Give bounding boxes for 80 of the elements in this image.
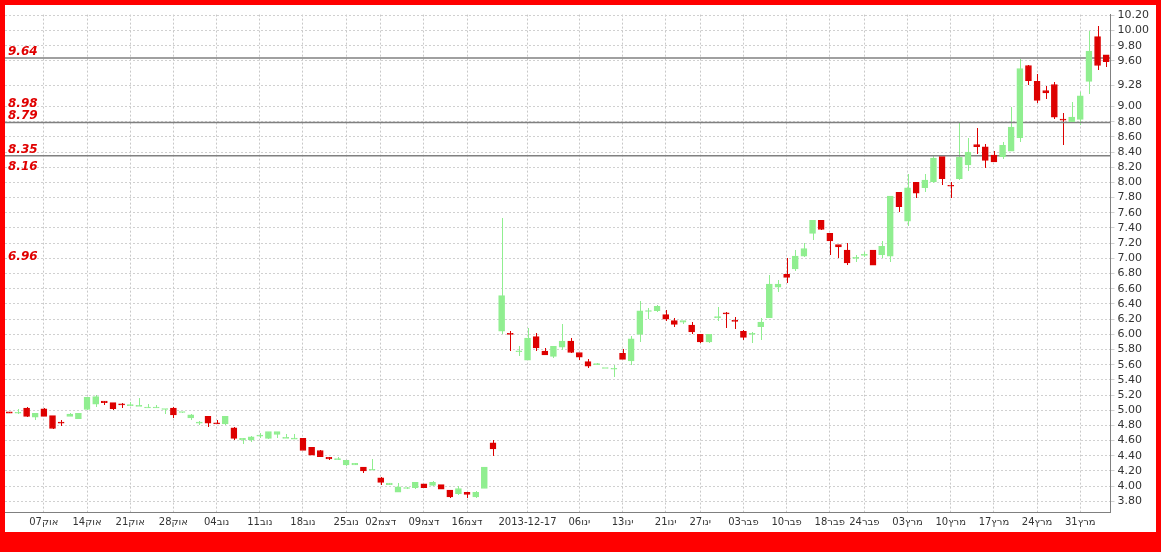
x-tick-label: 25נוב <box>333 515 359 527</box>
y-tick-label: 9.28 <box>1117 78 1143 92</box>
y-tick-label: 9.60 <box>1117 53 1143 67</box>
y-tick-label: 7.20 <box>1117 236 1143 250</box>
x-tick-label: 02דצמ <box>365 515 397 527</box>
y-tick-label: 4.00 <box>1117 479 1143 493</box>
y-tick-label: 8.60 <box>1117 129 1143 143</box>
x-tick-label: 27ינו <box>689 515 712 527</box>
annotation: 6.96 <box>8 248 38 263</box>
x-tick-label: 06ינו <box>568 515 591 527</box>
y-tick-label: 6.60 <box>1117 281 1143 295</box>
annotation: 8.16 <box>8 158 38 173</box>
y-tick-label: 8.00 <box>1117 175 1143 189</box>
y-tick-label: 8.20 <box>1117 160 1143 174</box>
candlestick <box>783 257 790 284</box>
candlestick <box>981 143 989 169</box>
x-tick-label: 24מרץ <box>1021 515 1053 527</box>
y-tick-label: 5.60 <box>1117 357 1143 371</box>
y-tick-label: 6.80 <box>1117 266 1143 280</box>
y-tick-label: 5.20 <box>1117 387 1143 401</box>
y-tick-label: 10.00 <box>1117 23 1150 37</box>
y-tick-label: 4.20 <box>1117 463 1143 477</box>
x-tick-label: 07אוק <box>29 515 59 527</box>
candlestick <box>956 122 963 181</box>
candlestick <box>930 155 937 184</box>
candlestick <box>636 300 644 343</box>
y-tick-label: 5.00 <box>1117 403 1143 417</box>
candlestick <box>558 323 566 351</box>
y-tick-label: 8.80 <box>1117 114 1143 128</box>
y-tick-label: 3.80 <box>1117 494 1143 508</box>
candlestick <box>1007 106 1015 152</box>
x-tick-label: 2013-12-17 <box>498 515 557 527</box>
y-tick-label: 4.60 <box>1117 433 1143 447</box>
y-tick-label: 7.60 <box>1117 205 1143 219</box>
y-tick-label: 6.20 <box>1117 311 1143 325</box>
y-tick-label: 4.40 <box>1117 448 1143 462</box>
x-tick-label: 13ינו <box>611 515 634 527</box>
y-tick-label: 6.00 <box>1117 327 1143 341</box>
annotation: 8.98 <box>8 95 38 110</box>
x-tick-label: 11נוב <box>247 515 273 527</box>
candlestick <box>826 232 834 256</box>
candlestick <box>368 458 376 471</box>
y-tick-label: 7.40 <box>1117 220 1143 234</box>
x-tick-label: 17מרץ <box>978 515 1010 527</box>
x-tick-label: 21אוק <box>115 515 145 527</box>
candlestick <box>973 127 980 155</box>
y-tick-label: 10.20 <box>1117 8 1150 22</box>
y-tick-label: 5.40 <box>1117 372 1143 386</box>
x-tick-label: 14אוק <box>72 515 102 527</box>
x-tick-label: 09דצמ <box>408 515 440 527</box>
x-tick-label: 21ינו <box>654 515 677 527</box>
candlestick <box>506 330 514 352</box>
x-tick-label: 18נוב <box>290 515 316 527</box>
x-tick-label: 31מרץ <box>1064 515 1096 527</box>
x-tick-label: 28אוק <box>158 515 189 527</box>
x-tick-label: 03מרץ <box>892 515 923 527</box>
x-tick-label: 10פבר <box>771 515 802 527</box>
y-tick-label: 7.80 <box>1117 190 1143 204</box>
candlestick <box>524 327 531 361</box>
x-tick-label: 03פבר <box>728 515 759 527</box>
candlestick <box>757 317 765 341</box>
y-tick-label: 9.80 <box>1117 38 1143 52</box>
y-tick-label: 6.40 <box>1117 296 1143 310</box>
candlestick <box>1059 112 1067 146</box>
y-tick-label: 4.80 <box>1117 418 1143 432</box>
y-tick-label: 9.00 <box>1117 99 1143 113</box>
x-tick-label: 04נוב <box>203 515 230 527</box>
ref-line-label: 8.35 <box>8 141 38 156</box>
ref-line-label: 8.79 <box>8 108 38 123</box>
x-tick-label: 16דצמ <box>451 515 484 527</box>
candlestick <box>809 219 816 241</box>
candlestick <box>1076 91 1084 126</box>
x-tick-label: 10מרץ <box>935 515 967 527</box>
x-tick-label: 18פבר <box>814 515 846 527</box>
y-tick-label: 5.80 <box>1117 342 1143 356</box>
candlestick <box>791 249 799 272</box>
y-tick-label: 8.40 <box>1117 144 1143 158</box>
ref-line-label: 9.64 <box>8 43 38 58</box>
x-tick-label: 24פבר <box>849 515 880 527</box>
y-tick-label: 7.00 <box>1117 251 1143 265</box>
